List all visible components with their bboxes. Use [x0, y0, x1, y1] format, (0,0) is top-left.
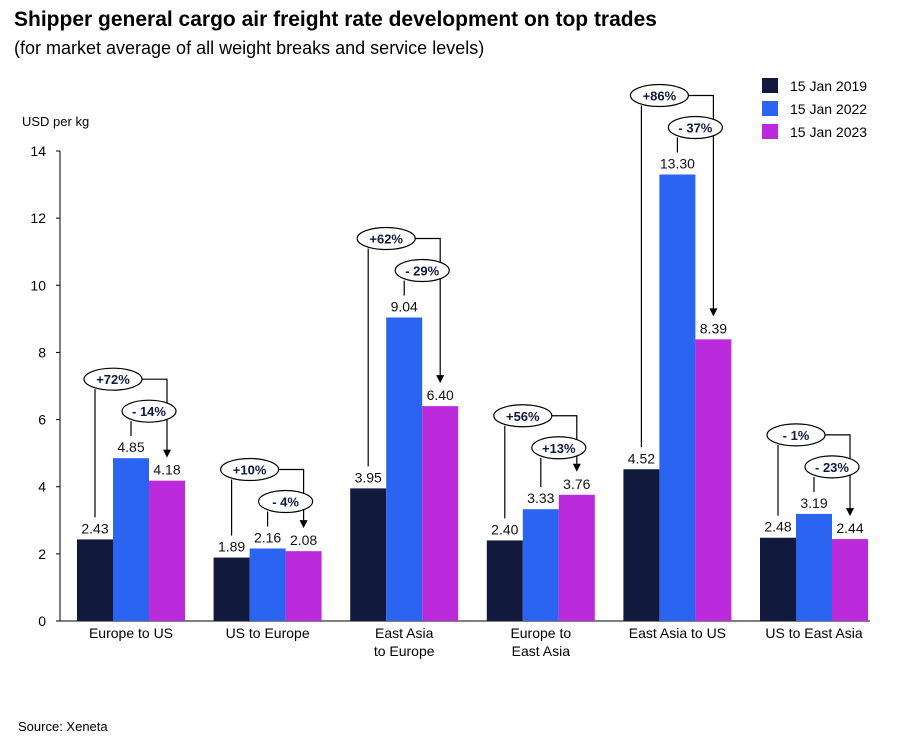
connector-line — [687, 94, 715, 310]
data-label: 2.43 — [81, 520, 108, 536]
chart-subtitle: (for market average of all weight breaks… — [14, 38, 485, 58]
arrow-head — [709, 308, 718, 317]
y-tick-label: 14 — [30, 143, 46, 159]
change-bubble — [629, 83, 690, 108]
change-bubble — [804, 455, 860, 479]
y-tick-label: 4 — [38, 479, 46, 495]
change-bubble — [356, 226, 416, 251]
legend-label: 15 Jan 2019 — [790, 78, 867, 94]
x-tick-label: Europe to US — [89, 625, 173, 641]
change-label: +13% — [542, 441, 576, 456]
arrow-head — [572, 463, 581, 472]
bar — [77, 539, 113, 621]
change-label: +86% — [643, 89, 677, 104]
bar — [695, 339, 732, 621]
bar — [558, 494, 595, 621]
data-label: 3.33 — [527, 490, 554, 506]
connector-line — [141, 378, 168, 451]
y-axis-label: USD per kg — [22, 114, 89, 129]
data-label: 13.30 — [660, 156, 695, 172]
change-label: - 29% — [405, 264, 439, 279]
change-bubble — [83, 367, 143, 391]
y-tick-label: 10 — [30, 277, 46, 293]
data-label: 8.39 — [700, 320, 727, 336]
arrow-head — [846, 508, 854, 517]
x-tick-label: East Asia — [512, 643, 571, 659]
data-label: 2.40 — [491, 521, 518, 537]
y-tick-label: 2 — [38, 546, 46, 562]
change-label: +62% — [369, 232, 403, 247]
y-tick-label: 6 — [38, 412, 46, 428]
change-label: - 23% — [815, 460, 849, 475]
change-label: - 37% — [678, 121, 712, 136]
bar — [386, 317, 423, 621]
change-label: - 14% — [132, 404, 166, 419]
data-label: 3.19 — [800, 495, 827, 511]
arrow-head — [163, 449, 171, 458]
data-label: 3.76 — [563, 476, 590, 492]
x-tick-label: East Asia to US — [629, 625, 726, 641]
change-label: +56% — [506, 409, 540, 424]
change-label: +10% — [233, 462, 267, 477]
x-tick-label: East Asia — [375, 625, 434, 641]
connector-line — [824, 434, 851, 510]
x-tick-label: US to Europe — [226, 625, 310, 641]
bar — [832, 539, 868, 621]
x-tick-label: Europe to — [510, 625, 571, 641]
data-label: 4.52 — [628, 450, 655, 466]
change-label: - 1% — [783, 428, 810, 443]
change-label: - 4% — [272, 494, 299, 509]
data-label: 2.44 — [836, 520, 863, 536]
change-bubble — [667, 115, 724, 140]
x-tick-label: US to East Asia — [765, 625, 862, 641]
change-bubble — [394, 258, 450, 283]
change-bubble — [766, 423, 826, 447]
arrow-head — [299, 520, 308, 529]
legend-swatch — [762, 101, 778, 116]
bar — [249, 548, 286, 621]
change-bubble — [531, 436, 587, 460]
arrow-head — [436, 375, 445, 384]
data-label: 4.85 — [117, 439, 144, 455]
bar — [422, 406, 459, 621]
x-tick-label: to Europe — [374, 643, 435, 659]
bar — [113, 458, 149, 621]
change-bubble — [258, 489, 314, 514]
data-label: 2.16 — [254, 529, 281, 545]
connector-line — [414, 237, 441, 377]
data-label: 2.08 — [290, 532, 317, 548]
legend-label: 15 Jan 2023 — [790, 124, 867, 140]
legend-label: 15 Jan 2022 — [790, 101, 867, 117]
bar — [522, 509, 559, 621]
legend-swatch — [762, 124, 778, 139]
change-label: +72% — [96, 372, 130, 387]
data-label: 3.95 — [355, 469, 382, 485]
data-label: 6.40 — [427, 387, 454, 403]
source-note: Source: Xeneta — [18, 719, 108, 734]
bar — [760, 537, 796, 621]
chart-title: Shipper general cargo air freight rate d… — [14, 8, 657, 31]
y-tick-label: 0 — [38, 613, 46, 629]
bar — [623, 469, 660, 621]
y-tick-label: 12 — [30, 210, 46, 226]
data-label: 1.89 — [218, 539, 245, 555]
bar — [350, 488, 387, 621]
y-tick-label: 8 — [38, 344, 46, 360]
change-bubble — [493, 404, 553, 428]
change-bubble — [121, 399, 177, 423]
data-label: 4.18 — [153, 462, 180, 478]
data-label: 2.48 — [764, 519, 791, 535]
change-bubble — [220, 457, 280, 482]
data-label: 9.04 — [391, 299, 418, 315]
legend-swatch — [762, 78, 778, 93]
bar — [285, 551, 322, 621]
bar — [659, 174, 696, 621]
bar — [796, 513, 832, 621]
bar — [213, 557, 250, 621]
bar — [486, 540, 523, 621]
bar — [149, 480, 185, 621]
